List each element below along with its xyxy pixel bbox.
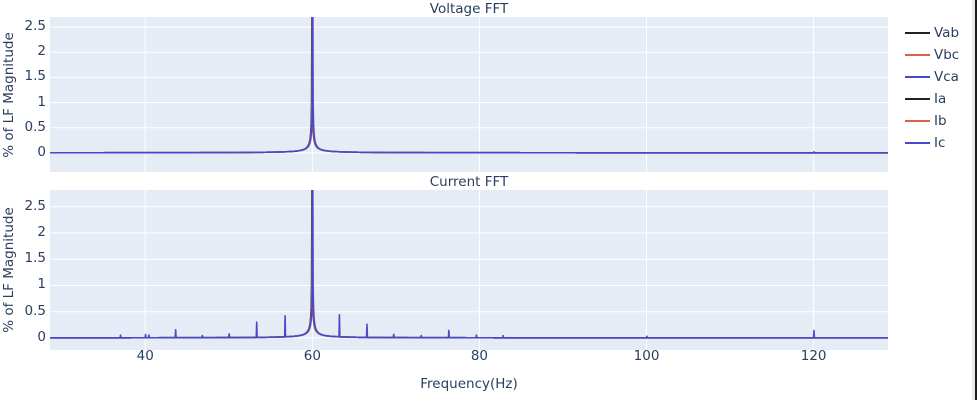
line-swatch-icon <box>905 76 930 78</box>
voltage-plot-area[interactable] <box>50 17 888 172</box>
x-tick: 40 <box>136 348 154 364</box>
current-y-tick: 0 <box>37 328 46 345</box>
current-y-tick: 2.5 <box>24 197 46 214</box>
voltage-y-tick: 2 <box>37 43 46 60</box>
voltage-y-tick: 2.5 <box>24 18 46 35</box>
x-tick: 60 <box>303 348 321 364</box>
legend-label: Vca <box>934 69 959 85</box>
legend-label: Ia <box>934 91 947 107</box>
x-tick: 120 <box>800 348 827 364</box>
window-edge-shadow <box>972 0 975 400</box>
trace-vca <box>50 17 888 154</box>
current-traces <box>50 190 888 339</box>
line-swatch-icon <box>905 142 930 144</box>
x-tick: 80 <box>470 348 489 364</box>
current-y-axis-label: % of LF Magnitude <box>1 207 17 333</box>
voltage-traces <box>50 17 888 154</box>
voltage-fft-title: Voltage FFT <box>429 1 509 17</box>
current-y-tick: 2 <box>37 224 46 241</box>
legend-item-ia[interactable]: Ia <box>905 88 959 110</box>
legend-label: Vbc <box>934 47 960 63</box>
current-y-tick: 0.5 <box>24 302 46 319</box>
voltage-y-tick: 0.5 <box>24 118 46 135</box>
x-tick: 100 <box>633 348 660 364</box>
legend-label: Vab <box>934 25 960 41</box>
legend-item-vab[interactable]: Vab <box>905 22 959 44</box>
legend: Vab Vbc Vca Ia Ib Ic <box>905 22 959 154</box>
x-axis-label: Frequency(Hz) <box>420 376 518 392</box>
line-swatch-icon <box>905 54 930 56</box>
trace-ic <box>50 190 888 339</box>
line-swatch-icon <box>905 98 930 100</box>
legend-label: Ib <box>934 113 947 129</box>
current-y-tick: 1.5 <box>24 250 46 267</box>
current-plot-area[interactable] <box>50 190 888 350</box>
legend-label: Ic <box>934 135 946 151</box>
legend-item-ib[interactable]: Ib <box>905 110 959 132</box>
voltage-y-axis-label: % of LF Magnitude <box>1 32 17 158</box>
voltage-y-tick: 0 <box>37 143 46 160</box>
current-fft-title: Current FFT <box>429 174 509 190</box>
voltage-y-tick: 1 <box>37 93 46 110</box>
current-y-tick: 1 <box>37 276 46 293</box>
legend-item-ic[interactable]: Ic <box>905 132 959 154</box>
legend-item-vbc[interactable]: Vbc <box>905 44 959 66</box>
line-swatch-icon <box>905 32 930 34</box>
legend-item-vca[interactable]: Vca <box>905 66 959 88</box>
line-swatch-icon <box>905 120 930 122</box>
window-edge <box>975 0 977 400</box>
voltage-y-tick: 1.5 <box>24 68 46 85</box>
